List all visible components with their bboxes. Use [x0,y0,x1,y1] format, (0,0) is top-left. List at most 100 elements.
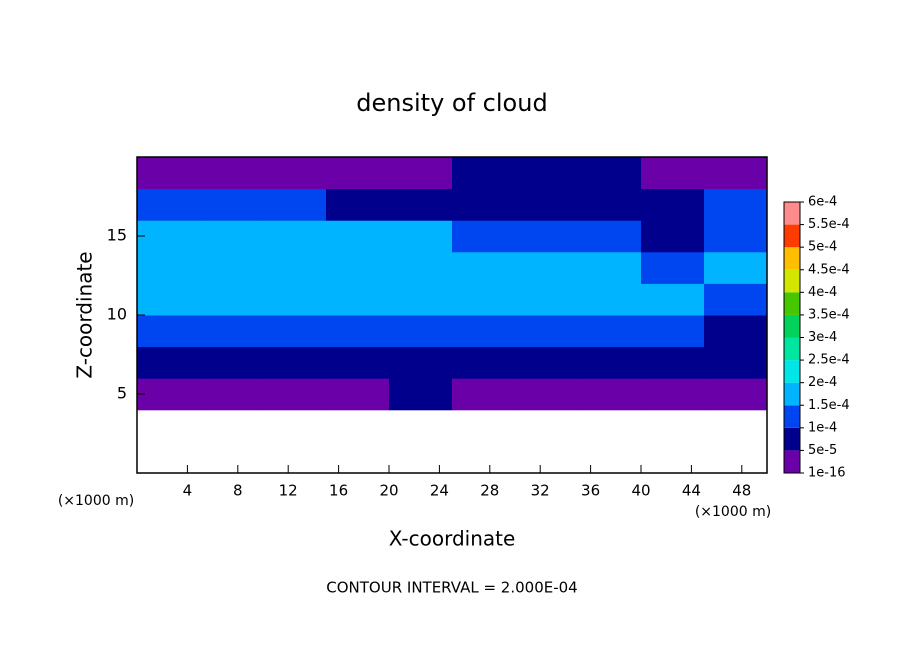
colorbar-band [784,405,800,428]
x-tick-label: 12 [279,482,298,500]
colorbar-label: 1.5e-4 [808,398,850,413]
contour-cell [641,220,705,253]
contour-cell [452,346,516,379]
x-unit-label: (×1000 m) [695,504,771,520]
colorbar-label: 2e-4 [808,375,837,390]
y-tick-label: 5 [117,384,127,403]
contour-cell [641,157,705,190]
contour-cell [326,188,390,221]
colorbar-band [784,202,800,225]
contour-cell [137,251,201,284]
colorbar-label: 3e-4 [808,330,837,345]
contour-cell [515,220,579,253]
contour-cell [641,283,705,316]
contour-cell [326,346,390,379]
contour-cell [326,283,390,316]
contour-cell [515,315,579,348]
contour-cell [704,157,768,190]
colorbar-label: 4e-4 [808,285,837,300]
y-tick-label: 15 [107,226,127,245]
contour-cell [641,315,705,348]
contour-cell [578,283,642,316]
colorbar-label: 6e-4 [808,195,837,210]
contour-cell [704,378,768,411]
colorbar-band [784,269,800,293]
contour-cell [389,283,453,316]
y-unit-label: (×1000 m) [58,493,134,509]
contour-cell [641,346,705,379]
colorbar-label: 5.5e-4 [808,217,850,232]
contour-cell [263,346,327,379]
contour-cell [452,220,516,253]
y-axis-label: Z-coordinate [73,251,97,378]
colorbar-label: 2.5e-4 [808,353,850,368]
contour-cell [452,251,516,284]
contour-cell [263,157,327,190]
contour-cell [452,315,516,348]
colorbar-band [784,224,800,248]
contour-cell [578,220,642,253]
colorbar-label: 5e-5 [808,443,837,458]
contour-cell [200,315,264,348]
colorbar-label: 1e-4 [808,420,837,435]
contour-cell [704,315,768,348]
x-tick-label: 32 [531,482,550,500]
contour-cell [515,378,579,411]
contour-cell [200,157,264,190]
contour-cell [263,251,327,284]
contour-cell [200,346,264,379]
contour-cell [263,283,327,316]
contour-cell [704,251,768,284]
y-tick-label: 10 [107,305,127,324]
colorbar-band [784,314,800,338]
contour-cell [137,188,201,221]
contour-cell [389,251,453,284]
contour-cell [137,315,201,348]
colorbar-band [784,382,800,406]
contour-cell [389,220,453,253]
x-tick-label: 28 [480,482,499,500]
contour-cell [137,378,201,411]
contour-cell [200,283,264,316]
contour-cell [326,378,390,411]
contour-cell [641,378,705,411]
contour-cell [389,378,453,411]
x-tick-label: 40 [631,482,650,500]
contour-cell [515,188,579,221]
x-tick-label: 20 [379,482,398,500]
contour-cell [704,188,768,221]
contour-cell [704,283,768,316]
contour-cell [263,220,327,253]
contour-cell [137,220,201,253]
x-axis-label: X-coordinate [389,527,516,551]
contour-cell [263,188,327,221]
colorbar-label: 5e-4 [808,240,837,255]
x-tick-label: 8 [233,482,243,500]
x-tick-label: 16 [329,482,348,500]
colorbar-band [784,337,800,361]
colorbar-label: 1e-16 [808,466,846,481]
contour-cell [578,315,642,348]
contour-cell [452,283,516,316]
contour-cell [641,251,705,284]
colorbar-band [784,450,800,473]
contour-cell [452,188,516,221]
contour-cell [137,283,201,316]
colorbar-band [784,292,800,315]
contour-cell [389,315,453,348]
x-tick-label: 44 [682,482,701,500]
colorbar-band [784,247,800,270]
contour-cell [578,157,642,190]
contour-cell [578,346,642,379]
colorbar-band [784,427,800,451]
contour-cell [389,157,453,190]
x-tick-label: 36 [581,482,600,500]
contour-cell [200,378,264,411]
contour-cell [200,251,264,284]
contour-cell [515,157,579,190]
contour-cell [137,157,201,190]
contour-cell [704,346,768,379]
x-tick-label: 48 [732,482,751,500]
contour-cell [515,251,579,284]
